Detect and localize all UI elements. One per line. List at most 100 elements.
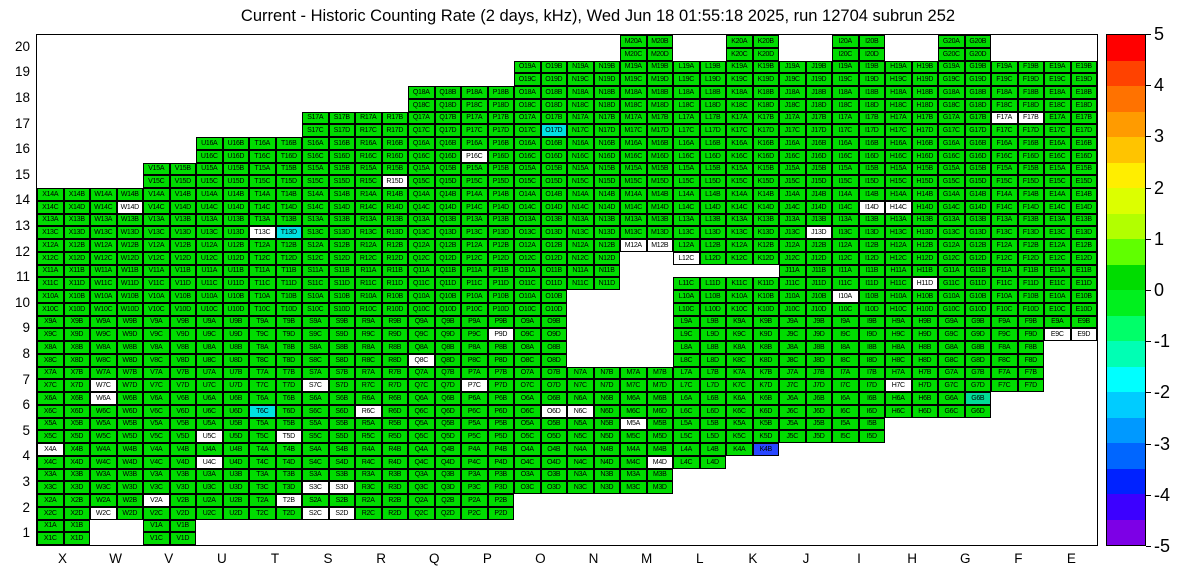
detector-cell-K16A: K16A: [726, 137, 753, 150]
detector-cell-F12C: F12C: [991, 251, 1018, 265]
detector-cell-T4A: T4A: [249, 443, 276, 456]
detector-cell-W7C: W7C: [90, 379, 117, 392]
detector-cell-G20D: G20D: [964, 47, 991, 61]
detector-cell-S10C: S10C: [302, 302, 329, 316]
detector-cell-F17A: F17A: [991, 111, 1018, 125]
colorbar-band-7: [1107, 213, 1145, 239]
detector-cell-E18B: E18B: [1070, 86, 1097, 99]
detector-cell-Q12A: Q12A: [408, 239, 435, 252]
detector-cell-V8C: V8C: [143, 353, 170, 367]
detector-cell-T16B: T16B: [275, 137, 302, 150]
detector-cell-U9B: U9B: [222, 315, 249, 329]
detector-cell-N15D: N15D: [593, 175, 620, 188]
detector-cell-V4D: V4D: [169, 455, 196, 469]
detector-cell-L7D: L7D: [699, 379, 726, 392]
detector-cell-U2C: U2C: [196, 506, 223, 520]
detector-cell-N7D: N7D: [593, 379, 620, 392]
detector-cell-U9D: U9D: [222, 328, 249, 341]
detector-cell-P3D: P3D: [487, 481, 514, 494]
detector-cell-I12C: I12C: [832, 251, 859, 265]
detector-cell-O10B: O10B: [540, 290, 567, 303]
detector-cell-R14C: R14C: [355, 200, 382, 214]
detector-cell-M18D: M18D: [646, 98, 673, 112]
detector-cell-P5D: P5D: [487, 430, 514, 443]
colorbar-band-6: [1107, 188, 1145, 214]
detector-cell-G17C: G17C: [938, 124, 965, 137]
detector-cell-O14D: O14D: [540, 200, 567, 214]
detector-cell-T6A: T6A: [249, 392, 276, 405]
detector-cell-J8A: J8A: [779, 341, 806, 354]
detector-cell-V13D: V13D: [169, 226, 196, 239]
detector-cell-P8D: P8D: [487, 353, 514, 367]
detector-cell-X1C: X1C: [37, 532, 64, 545]
detector-cell-Q8A: Q8A: [408, 341, 435, 354]
colorbar-tick-mark-2: [1146, 187, 1151, 189]
detector-cell-W8B: W8B: [116, 341, 143, 354]
detector-cell-P7C: P7C: [461, 379, 488, 392]
detector-cell-P18A: P18A: [461, 86, 488, 99]
detector-cell-J19C: J19C: [779, 73, 806, 86]
detector-cell-K18C: K18C: [726, 98, 753, 112]
detector-cell-T15D: T15D: [275, 175, 302, 188]
detector-cell-G20C: G20C: [938, 47, 965, 61]
detector-cell-J6D: J6D: [805, 404, 832, 418]
detector-cell-E16D: E16D: [1070, 149, 1097, 163]
detector-cell-X8D: X8D: [63, 353, 90, 367]
detector-cell-I10A: I10A: [832, 290, 859, 303]
detector-cell-S7D: S7D: [328, 379, 355, 392]
detector-cell-O13B: O13B: [540, 213, 567, 227]
detector-cell-J7B: J7B: [805, 366, 832, 380]
detector-cell-V11D: V11D: [169, 277, 196, 290]
detector-cell-S14B: S14B: [328, 188, 355, 201]
detector-cell-Q15C: Q15C: [408, 175, 435, 188]
detector-cell-J11B: J11B: [805, 264, 832, 278]
detector-cell-J13B: J13B: [805, 213, 832, 227]
detector-cell-L13A: L13A: [673, 213, 700, 227]
detector-cell-T13A: T13A: [249, 213, 276, 227]
detector-cell-W8C: W8C: [90, 353, 117, 367]
detector-cell-Q10A: Q10A: [408, 290, 435, 303]
detector-cell-R12B: R12B: [381, 239, 408, 252]
detector-cell-S17A: S17A: [302, 111, 329, 125]
colorbar-band-12: [1107, 341, 1145, 367]
detector-cell-H6D: H6D: [911, 404, 938, 418]
detector-cell-I14C: I14C: [832, 200, 859, 214]
detector-cell-X6C: X6C: [37, 404, 64, 418]
detector-cell-X5A: X5A: [37, 417, 64, 431]
detector-cell-R5B: R5B: [381, 417, 408, 431]
detector-cell-P13B: P13B: [487, 213, 514, 227]
detector-cell-L13D: L13D: [699, 226, 726, 239]
detector-cell-J10C: J10C: [779, 302, 806, 316]
detector-cell-E14A: E14A: [1044, 188, 1071, 201]
detector-cell-R12D: R12D: [381, 251, 408, 265]
detector-cell-U13A: U13A: [196, 213, 223, 227]
detector-cell-Q14D: Q14D: [434, 200, 461, 214]
detector-cell-F19A: F19A: [991, 60, 1018, 74]
detector-cell-T2A: T2A: [249, 494, 276, 507]
detector-cell-I10C: I10C: [832, 302, 859, 316]
detector-cell-Q16D: Q16D: [434, 149, 461, 163]
detector-cell-F15A: F15A: [991, 162, 1018, 176]
x-axis-label-R: R: [376, 551, 387, 566]
detector-cell-W7B: W7B: [116, 366, 143, 380]
detector-cell-F13A: F13A: [991, 213, 1018, 227]
detector-cell-R12C: R12C: [355, 251, 382, 265]
detector-cell-F11A: F11A: [991, 264, 1018, 278]
detector-cell-T7D: T7D: [275, 379, 302, 392]
detector-cell-S2C: S2C: [302, 506, 329, 520]
detector-cell-J15A: J15A: [779, 162, 806, 176]
detector-cell-W11D: W11D: [116, 277, 143, 290]
detector-cell-W14B: W14B: [116, 188, 143, 201]
detector-cell-R4C: R4C: [355, 455, 382, 469]
colorbar-tick-mark--1: [1146, 341, 1151, 343]
detector-cell-V7B: V7B: [169, 366, 196, 380]
detector-cell-O7C: O7C: [514, 379, 541, 392]
detector-cell-T14D: T14D: [275, 200, 302, 214]
detector-cell-N19A: N19A: [567, 60, 594, 74]
detector-cell-L16B: L16B: [699, 137, 726, 150]
detector-cell-I13C: I13C: [832, 226, 859, 239]
detector-cell-X11A: X11A: [37, 264, 64, 278]
detector-cell-U10B: U10B: [222, 290, 249, 303]
detector-cell-X4D: X4D: [63, 455, 90, 469]
detector-cell-G17B: G17B: [964, 111, 991, 125]
